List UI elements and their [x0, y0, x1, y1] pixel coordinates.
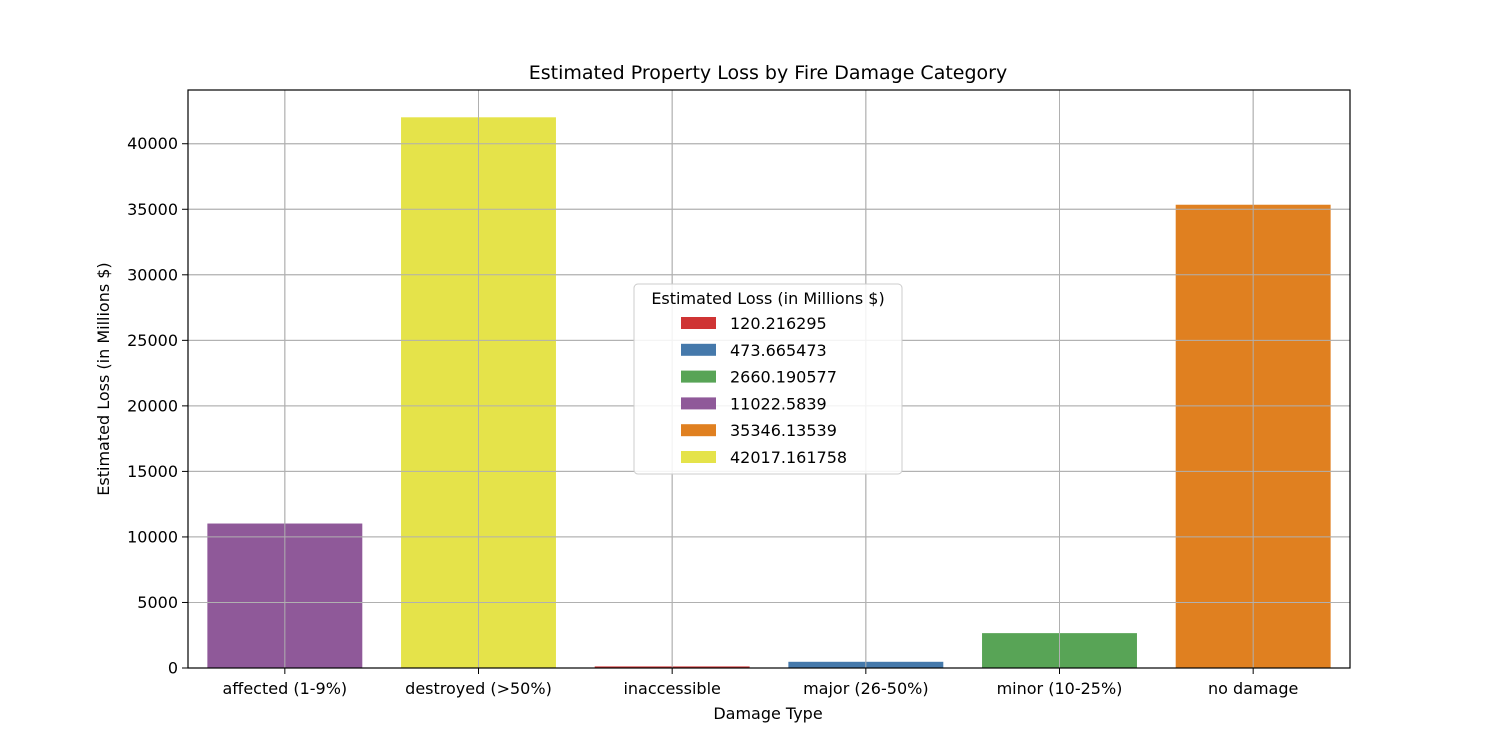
- legend-entry-label: 42017.161758: [730, 448, 847, 467]
- legend: Estimated Loss (in Millions $) 120.21629…: [633, 283, 903, 475]
- y-tick-label: 20000: [127, 396, 178, 415]
- y-tick-label: 5000: [137, 593, 178, 612]
- y-axis-ticks: 0 5000 10000 15000 20000 25000 30000 35000 40000: [127, 134, 188, 678]
- x-tick-label: no damage: [1208, 679, 1298, 698]
- legend-entry-label: 473.665473: [730, 341, 827, 360]
- legend-swatch: [681, 343, 716, 356]
- x-axis-label: Damage Type: [713, 704, 822, 723]
- x-tick-label: major (26-50%): [803, 679, 928, 698]
- x-tick-label: affected (1-9%): [223, 679, 348, 698]
- x-axis-ticks: affected (1-9%) destroyed (>50%) inaccessi…: [223, 668, 1298, 698]
- legend-swatch: [681, 397, 716, 410]
- y-tick-label: 15000: [127, 462, 178, 481]
- x-tick-label: minor (10-25%): [997, 679, 1123, 698]
- y-tick-label: 25000: [127, 331, 178, 350]
- y-tick-label: 40000: [127, 134, 178, 153]
- legend-swatch: [681, 317, 716, 329]
- x-tick-label: destroyed (>50%): [405, 679, 552, 698]
- x-tick-label: inaccessible: [623, 679, 720, 698]
- y-tick-label: 10000: [127, 527, 178, 546]
- y-tick-label: 35000: [127, 200, 178, 219]
- y-tick-label: 30000: [127, 265, 178, 284]
- plot-frame: [187, 89, 1351, 669]
- legend-entry-label: 11022.5839: [730, 394, 827, 413]
- legend-swatch: [681, 370, 716, 383]
- legend-entry-label: 35346.13539: [730, 421, 837, 440]
- chart-title: Estimated Property Loss by Fire Damage C…: [529, 62, 1007, 84]
- legend-entry-label: 2660.190577: [730, 368, 837, 387]
- legend-title: Estimated Loss (in Millions $): [651, 289, 884, 308]
- bars: [188, 90, 1350, 669]
- y-axis-label: Estimated Loss (in Millions $): [94, 262, 113, 495]
- y-tick-label: 0: [168, 659, 178, 678]
- legend-entry-label: 120.216295: [730, 314, 827, 333]
- legend-swatch: [681, 451, 716, 463]
- legend-swatch: [681, 424, 716, 437]
